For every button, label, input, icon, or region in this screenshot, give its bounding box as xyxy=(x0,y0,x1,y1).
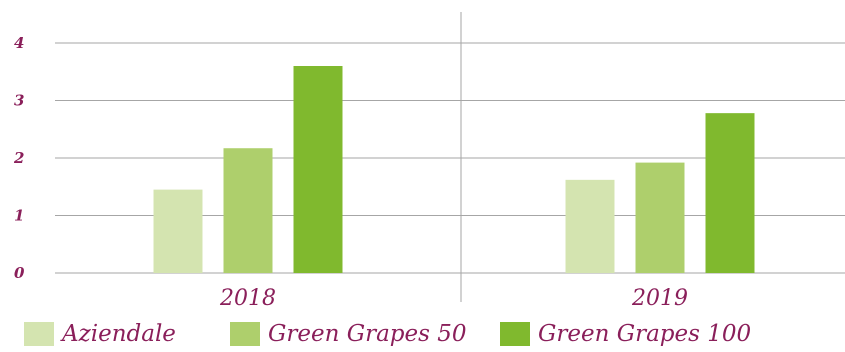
x-category-label: 2018 xyxy=(219,286,276,311)
x-category-label: 2019 xyxy=(631,286,688,311)
x-axis-categories: 2018 2019 xyxy=(219,286,688,311)
bar-aziendale-2018 xyxy=(153,189,203,273)
y-tick-label: 0 xyxy=(14,264,25,282)
y-tick-label: 4 xyxy=(14,34,24,52)
legend-item-green-grapes-50: Green Grapes 50 xyxy=(230,316,467,352)
bar-chart: 0 1 2 3 4 2018 2019 xyxy=(13,12,845,311)
y-tick-label: 1 xyxy=(14,207,24,225)
bar-green-grapes-50-2018 xyxy=(223,148,273,273)
legend-swatch-green-grapes-100 xyxy=(500,322,530,346)
y-tick-label: 2 xyxy=(13,149,24,167)
legend-label-green-grapes-50: Green Grapes 50 xyxy=(268,321,467,347)
bar-green-grapes-50-2019 xyxy=(635,162,685,273)
bars xyxy=(153,66,755,274)
legend-item-green-grapes-100: Green Grapes 100 xyxy=(500,316,751,352)
bar-aziendale-2019 xyxy=(565,179,615,273)
legend: Aziendale Green Grapes 50 Green Grapes 1… xyxy=(0,316,845,352)
legend-swatch-green-grapes-50 xyxy=(230,322,260,346)
y-axis-ticks: 0 1 2 3 4 xyxy=(13,34,25,282)
legend-label-green-grapes-100: Green Grapes 100 xyxy=(538,321,752,347)
legend-item-aziendale: Aziendale xyxy=(24,316,176,352)
bar-green-grapes-100-2019 xyxy=(705,113,755,274)
legend-swatch-aziendale xyxy=(24,322,54,346)
y-tick-label: 3 xyxy=(14,92,24,110)
legend-label-aziendale: Aziendale xyxy=(62,321,176,347)
bar-green-grapes-100-2018 xyxy=(293,66,343,273)
